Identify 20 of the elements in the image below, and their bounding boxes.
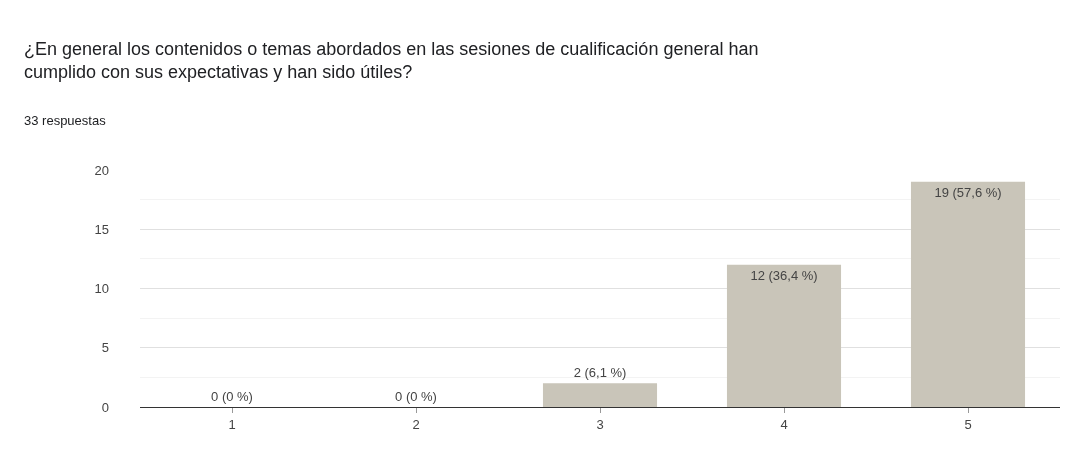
bar	[542, 383, 658, 407]
y-tick-label: 10	[94, 281, 109, 297]
data-label: 0 (0 %)	[395, 389, 437, 404]
y-tick-label: 0	[101, 399, 109, 415]
x-tick-label: 1	[228, 416, 236, 432]
data-label: 2 (6,1 %)	[573, 365, 627, 381]
chart-title: ¿En general los contenidos o temas abordados en las sesiones de cualificación general han cumplido con sus expectativas y han sido útiles?	[24, 39, 759, 83]
x-tick-label: 4	[780, 416, 788, 432]
y-tick-label: 15	[94, 221, 109, 237]
bar	[910, 181, 1026, 407]
data-label: 19 (57,6 %)	[934, 184, 1002, 200]
x-tick-label: 3	[596, 416, 604, 432]
bar	[726, 264, 842, 407]
chart-subtitle: 33 respuestas	[24, 113, 107, 128]
data-label: 0 (0 %)	[211, 389, 253, 404]
y-tick-label: 5	[101, 340, 109, 356]
x-tick-label: 2	[412, 416, 420, 432]
y-tick-label: 20	[94, 162, 109, 178]
data-label: 12 (36,4 %)	[750, 267, 818, 283]
x-tick-label: 5	[964, 416, 972, 432]
